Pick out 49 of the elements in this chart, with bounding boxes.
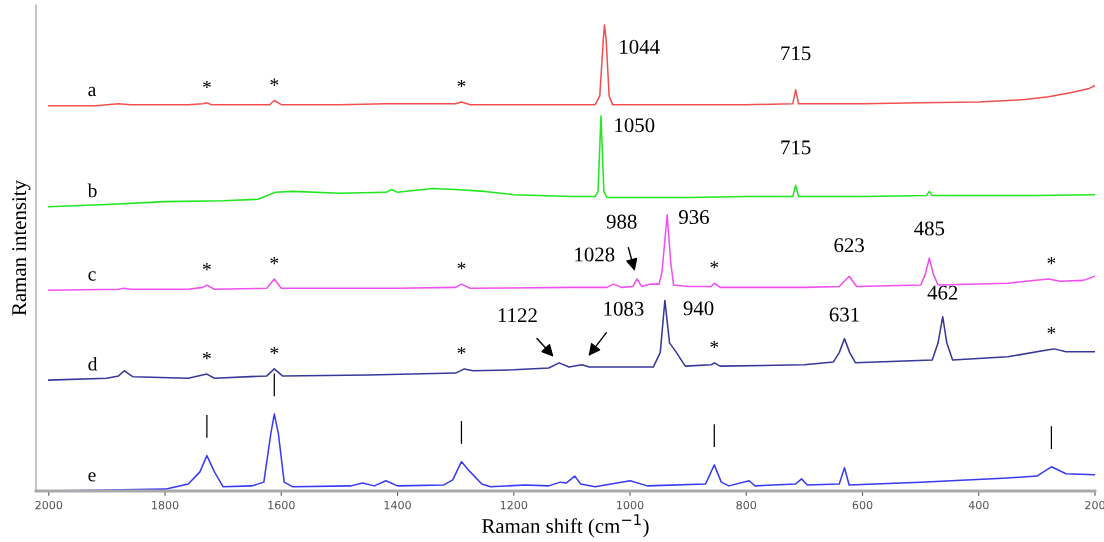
annotation: * [1047,326,1056,335]
annotation: 462 [927,285,958,300]
annotation: 623 [834,238,864,253]
series-label: c [88,271,96,281]
annotation: * [457,346,466,355]
annotation: * [202,263,211,271]
x-tick-label: 1000 [617,500,644,510]
annotation: 715 [781,140,811,155]
annotation: 485 [914,221,945,236]
annotation: 1122 [498,308,537,323]
series-label: e [88,472,96,482]
x-tick-label: 1600 [268,500,295,510]
series-label: d [88,356,98,371]
annotation: * [457,262,466,270]
x-tick-label: 2000 [35,500,63,510]
series-label: a [88,86,97,97]
x-tick-label: 1400 [384,500,411,510]
annotation: * [710,340,719,349]
annotation: 940 [683,301,714,316]
x-tick-label: 800 [736,500,757,510]
annotation: * [270,257,279,265]
annotation: * [710,261,719,269]
annotation: 1044 [620,39,660,54]
annotation: * [270,78,279,86]
annotation: | [273,373,275,397]
annotation: * [202,80,211,89]
x-tick-label: 1200 [500,500,528,510]
annotation: * [1047,257,1056,265]
x-tick-label: 200 [1085,500,1104,510]
x-tick-label: 1800 [152,500,179,510]
annotation: 936 [679,210,709,225]
annotation: | [1050,426,1053,449]
annotation: * [457,79,466,88]
x-tick-label: 400 [968,500,989,510]
annotation: 631 [829,307,859,322]
annotation: | [206,415,208,438]
annotation: 1083 [604,301,644,316]
x-axis-title: Raman shift (cm$^{−1}$) [482,514,649,538]
annotation: 715 [781,46,811,61]
x-tick-label: 600 [852,500,873,510]
annotation: 1028 [575,247,615,262]
series-label: b [87,183,97,198]
annotation: 1050 [615,118,655,133]
annotation: * [202,352,211,360]
annotation: | [713,424,715,448]
annotation: | [460,421,463,444]
annotation: 988 [606,214,637,229]
annotation: * [270,346,279,355]
y-axis-title: Raman intensity [12,180,31,316]
